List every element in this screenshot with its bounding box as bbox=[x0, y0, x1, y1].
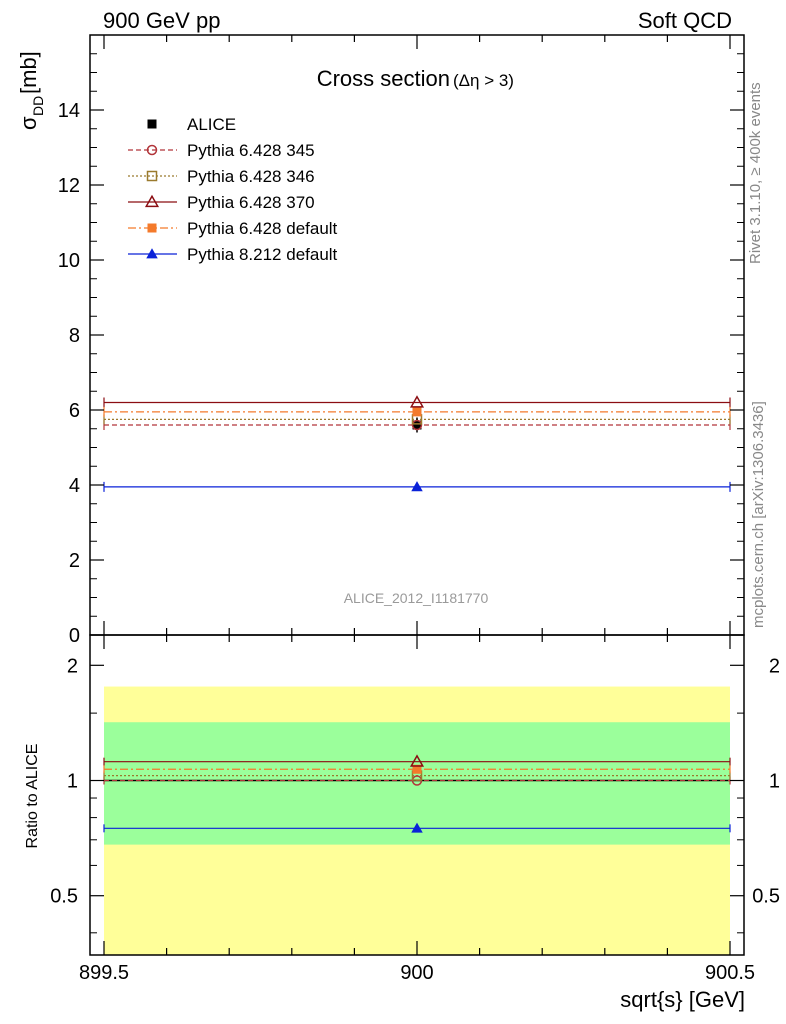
y-tick-label-7: 14 bbox=[58, 100, 80, 122]
legend-label-3: Pythia 6.428 370 bbox=[187, 193, 315, 212]
ratio-y-tick-label-left-0: 0.5 bbox=[50, 886, 78, 908]
legend: ALICE Pythia 6.428 345 Pythia 6.428 346 Pyt… bbox=[128, 115, 338, 264]
x-tick-label-1: 900 bbox=[400, 962, 433, 984]
analysis-id: ALICE_2012_I1181770 bbox=[344, 590, 489, 606]
legend-label-4: Pythia 6.428 default bbox=[187, 219, 338, 238]
legend-marker-4 bbox=[147, 223, 157, 233]
ratio-y-tick-label-right-0: 0.5 bbox=[752, 886, 780, 908]
ratio-y-tick-label-left-2: 2 bbox=[67, 655, 78, 677]
x-axis-label: sqrt{s} [GeV] bbox=[620, 987, 745, 1012]
y-tick-label-4: 8 bbox=[69, 325, 80, 347]
ratio-y-label: Ratio to ALICE bbox=[24, 744, 41, 849]
y-tick-label-5: 10 bbox=[58, 250, 80, 272]
ratio-point-3 bbox=[412, 764, 422, 774]
legend-label-2: Pythia 6.428 346 bbox=[187, 167, 315, 186]
y-tick-label-6: 12 bbox=[58, 175, 80, 197]
x-tick-label-0: 899.5 bbox=[79, 962, 129, 984]
ratio-y-tick-label-right-2: 2 bbox=[769, 655, 780, 677]
main-y-label: σ DD [mb] bbox=[16, 51, 46, 130]
legend-label-1: Pythia 6.428 345 bbox=[187, 141, 315, 160]
y-label-sigma: σ bbox=[16, 116, 41, 130]
y-tick-label-2: 4 bbox=[69, 475, 80, 497]
legend-marker-2 bbox=[146, 170, 158, 182]
data-point-5 bbox=[411, 481, 423, 492]
legend-label-5: Pythia 8.212 default bbox=[187, 245, 338, 264]
ratio-point-4 bbox=[411, 822, 423, 833]
ratio-frame bbox=[89, 634, 745, 956]
data-point-4 bbox=[412, 407, 422, 417]
main-title: Cross section bbox=[317, 66, 450, 91]
y-tick-label-3: 6 bbox=[69, 400, 80, 422]
data-point-1 bbox=[411, 419, 423, 431]
legend-marker-0 bbox=[147, 119, 157, 129]
ratio-y-tick-label-left-1: 1 bbox=[67, 771, 78, 793]
ratio-y-tick-label-right-1: 1 bbox=[769, 771, 780, 793]
y-label-unit: [mb] bbox=[16, 51, 41, 94]
legend-label-0: ALICE bbox=[187, 115, 236, 134]
ratio-plot-area bbox=[104, 686, 730, 955]
x-tick-label-2: 900.5 bbox=[705, 962, 755, 984]
y-label-sub: DD bbox=[30, 96, 46, 116]
y-tick-label-1: 2 bbox=[69, 550, 80, 572]
data-point-0 bbox=[412, 420, 422, 430]
main-title-sub: (Δη > 3) bbox=[453, 71, 514, 90]
legend-marker-3 bbox=[144, 194, 160, 208]
legend-marker-5 bbox=[146, 248, 158, 259]
rivet-label: Rivet 3.1.10, ≥ 400k events bbox=[747, 82, 764, 264]
header-left: 900 GeV pp bbox=[103, 8, 220, 33]
mcplots-label: mcplots.cern.ch [arXiv:1306.3436] bbox=[750, 401, 767, 628]
y-tick-label-0: 0 bbox=[69, 625, 80, 647]
ratio-point-2 bbox=[409, 754, 425, 767]
legend-marker-1 bbox=[146, 144, 158, 156]
header-right: Soft QCD bbox=[638, 8, 732, 33]
data-point-3 bbox=[409, 395, 425, 408]
